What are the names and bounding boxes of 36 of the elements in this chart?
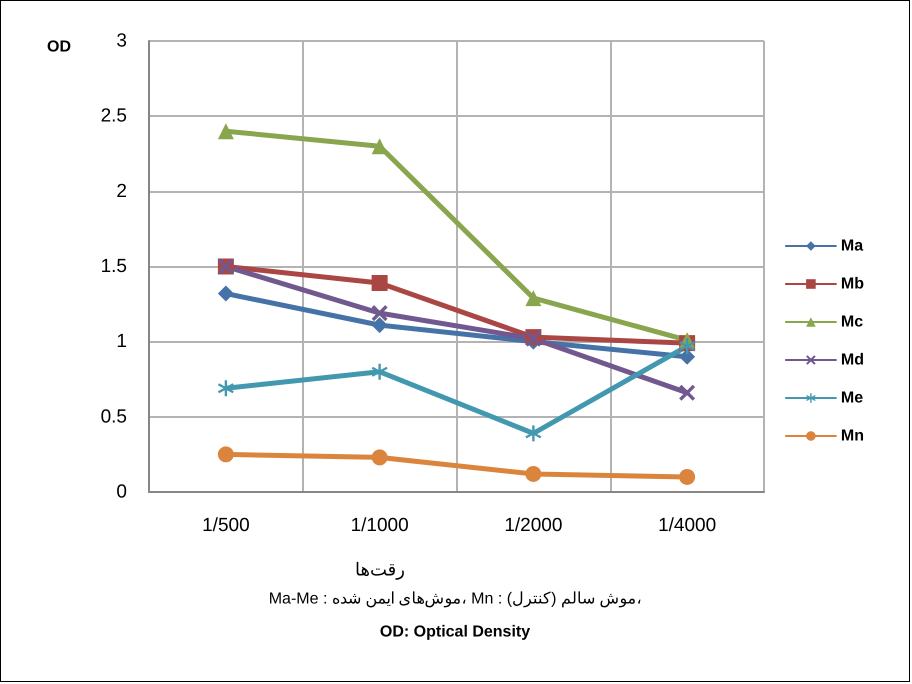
legend-label: Mn xyxy=(840,428,864,444)
point xyxy=(679,384,696,401)
y-tick-label: 1.5 xyxy=(100,256,127,277)
y-tick-label: 3 xyxy=(116,30,127,52)
point xyxy=(218,123,234,140)
point xyxy=(525,466,542,482)
legend-label: Md xyxy=(840,352,864,368)
x-tick-label: 1/4000 xyxy=(658,515,716,536)
point xyxy=(218,286,234,302)
point xyxy=(372,364,388,380)
y-tick-label: 0 xyxy=(116,482,127,502)
point xyxy=(372,305,388,322)
point xyxy=(525,290,542,306)
y-tick-label: 2.5 xyxy=(100,106,127,127)
legend-label: Mb xyxy=(840,276,864,292)
point xyxy=(372,275,388,292)
text: OD: Optical Density xyxy=(380,624,530,640)
point xyxy=(679,338,696,354)
point xyxy=(372,449,388,466)
point xyxy=(372,317,388,334)
x-axis-title: رقت‌ها xyxy=(355,560,405,580)
point xyxy=(218,380,234,396)
legend-label: Mc xyxy=(840,314,864,330)
legend-label: Me xyxy=(840,390,864,406)
point xyxy=(679,468,696,485)
x-tick-label: 1/2000 xyxy=(504,515,562,536)
y-tick-label: 0.5 xyxy=(100,406,127,428)
point xyxy=(218,446,234,462)
text: Ma-Me : موش‌های ایمن شده، Mn : موش سالم (کنترل)، xyxy=(268,590,642,608)
y-axis-title: OD xyxy=(47,38,71,56)
x-tick-label: 1/1000 xyxy=(350,515,409,536)
x-tick-label: 1/500 xyxy=(202,515,250,536)
y-tick-label: 2 xyxy=(116,180,127,202)
legend-label: Ma xyxy=(840,238,864,254)
y-tick-label: 1 xyxy=(116,331,127,352)
point xyxy=(525,425,542,442)
